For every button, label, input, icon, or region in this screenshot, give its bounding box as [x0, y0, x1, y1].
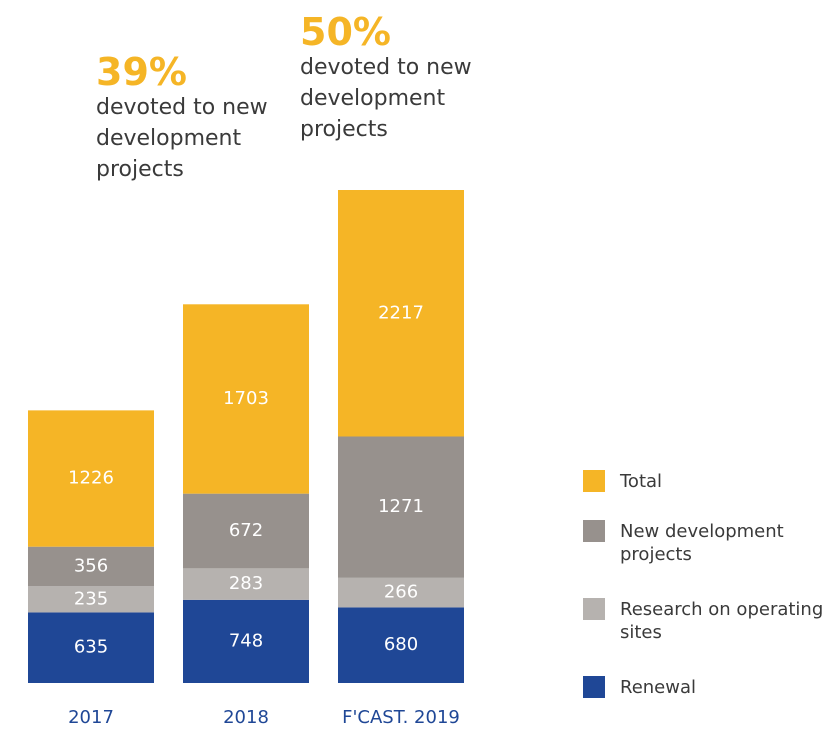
data-label: 1703	[223, 388, 269, 409]
annotation-text: devoted to new development projects	[96, 95, 268, 182]
legend-swatch	[583, 520, 605, 542]
bar-segment	[183, 304, 309, 494]
annotation-value: 39%	[96, 50, 187, 94]
legend-label: Renewal	[620, 677, 697, 698]
legend-swatch	[583, 470, 605, 492]
data-label: 672	[229, 520, 263, 541]
bar-segment	[183, 493, 309, 569]
legend-label: Total	[620, 471, 663, 492]
legend-swatch	[583, 598, 605, 620]
bar-segment	[338, 436, 464, 578]
bar-segment	[28, 586, 154, 613]
data-label: 680	[384, 634, 418, 655]
bar-segment	[338, 607, 464, 683]
x-tick-label: 2017	[68, 707, 114, 728]
bar-segment	[28, 612, 154, 683]
legend-swatch	[583, 676, 605, 698]
bar-segment	[28, 546, 154, 587]
data-label: 1226	[68, 468, 114, 489]
legend-label: Research on operating sites	[620, 599, 824, 643]
data-label: 2217	[378, 302, 424, 323]
legend-label: New development projects	[620, 521, 784, 565]
data-label: 266	[384, 582, 418, 603]
x-tick-label: 2018	[223, 707, 269, 728]
x-tick-label: F'CAST. 2019	[342, 707, 460, 728]
data-label: 356	[74, 555, 108, 576]
data-label: 748	[229, 630, 263, 651]
data-label: 635	[74, 637, 108, 658]
annotation-text: devoted to new development projects	[300, 55, 472, 142]
data-label: 235	[74, 588, 108, 609]
annotation: 39% devoted to new development projects	[96, 52, 286, 185]
data-label: 1271	[378, 496, 424, 517]
data-label: 283	[229, 573, 263, 594]
bar-segment	[183, 568, 309, 600]
annotation: 50% devoted to new development projects	[300, 12, 490, 145]
bar-segment	[338, 190, 464, 437]
bar-segment	[183, 599, 309, 683]
bar-segment	[28, 410, 154, 547]
bar-segment	[338, 577, 464, 608]
annotation-value: 50%	[300, 10, 391, 54]
